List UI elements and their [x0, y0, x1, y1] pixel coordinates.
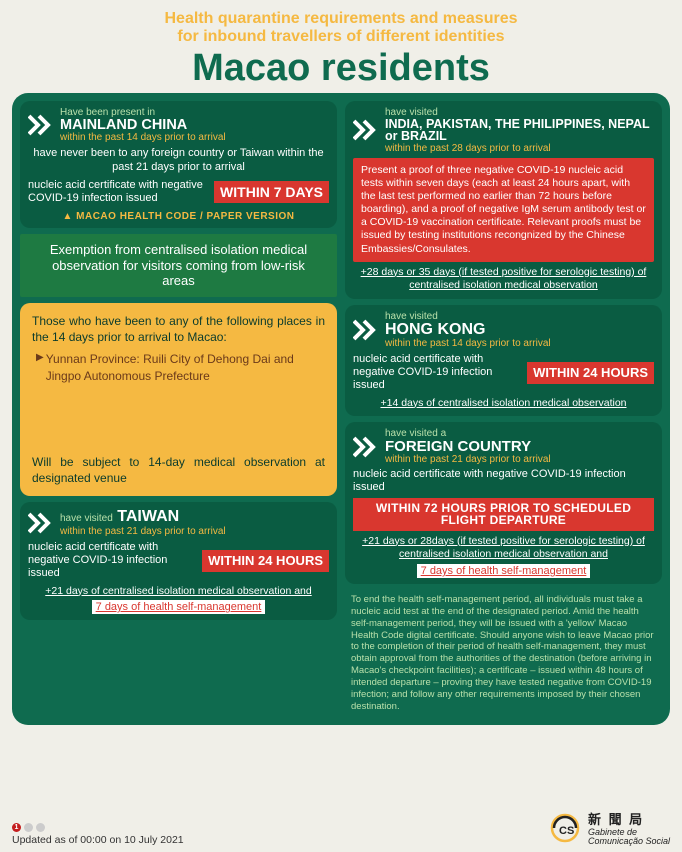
foreign-where: FOREIGN COUNTRY [385, 439, 551, 454]
yellow-risk-box: Those who have been to any of the follow… [20, 303, 337, 496]
taiwan-when: within the past 21 days prior to arrival [60, 526, 226, 537]
logo: CS 新 聞 局 Gabinete de Comunicação Social [548, 809, 670, 846]
hk-cert: nucleic acid certificate with negative C… [353, 353, 521, 393]
triangle-icon: ▶ [36, 351, 44, 383]
block-foreign: have visited a FOREIGN COUNTRY within th… [345, 422, 662, 584]
taiwan-badge: WITHIN 24 HOURS [202, 550, 329, 572]
block-taiwan: have visited TAIWAN within the past 21 d… [20, 502, 337, 620]
subtitle-line2: for inbound travellers of different iden… [177, 28, 504, 45]
india-red-para: Present a proof of three negative COVID-… [353, 158, 654, 262]
footer: 1 Updated as of 00:00 on 10 July 2021 CS… [12, 809, 670, 846]
chevron-icon [353, 119, 381, 141]
taiwan-u2: 7 days of health self-management [92, 600, 266, 614]
footer-left: 1 Updated as of 00:00 on 10 July 2021 [12, 823, 184, 846]
infographic-container: Health quarantine requirements and measu… [0, 0, 682, 852]
svg-text:CS: CS [559, 825, 574, 837]
block-mainland-china: Have been present in MAINLAND CHINA with… [20, 101, 337, 228]
taiwan-cert: nucleic acid certificate with negative C… [28, 541, 196, 581]
taiwan-u1: +21 days of centralised isolation medica… [28, 585, 329, 599]
chevron-icon [28, 512, 56, 534]
china-body: have never been to any foreign country o… [28, 147, 329, 175]
right-column: have visited INDIA, PAKISTAN, THE PHILIP… [345, 101, 662, 717]
main-panel: Have been present in MAINLAND CHINA with… [12, 93, 670, 725]
chevron-icon [353, 436, 381, 458]
foreign-badge: WITHIN 72 HOURS PRIOR TO SCHEDULED FLIGH… [353, 498, 654, 531]
page-dot-1: 1 [12, 823, 21, 832]
hk-u1: +14 days of centralised isolation medica… [353, 397, 654, 411]
china-badge: WITHIN 7 DAYS [214, 181, 329, 204]
block-hongkong: have visited HONG KONG within the past 1… [345, 305, 662, 416]
hk-where: HONG KONG [385, 322, 551, 338]
page-dot-2 [24, 823, 33, 832]
logo-text: 新 聞 局 Gabinete de Comunicação Social [588, 809, 670, 846]
yellow-place: ▶ Yunnan Province: Ruili City of Dehong … [36, 351, 325, 383]
subtitle-line1: Health quarantine requirements and measu… [165, 10, 518, 27]
chevron-icon [28, 114, 56, 136]
foreign-cert: nucleic acid certificate with negative C… [353, 468, 654, 494]
foreign-when: within the past 21 days prior to arrival [385, 454, 551, 465]
china-when: within the past 14 days prior to arrival [60, 132, 226, 143]
china-where: MAINLAND CHINA [60, 118, 226, 133]
block-india: have visited INDIA, PAKISTAN, THE PHILIP… [345, 101, 662, 299]
updated-text: Updated as of 00:00 on 10 July 2021 [12, 834, 184, 846]
logo-cjk: 新 聞 局 [588, 809, 670, 828]
hk-badge: WITHIN 24 HOURS [527, 362, 654, 384]
hk-when: within the past 14 days prior to arrival [385, 338, 551, 349]
taiwan-pre: have visited [60, 513, 113, 524]
chevron-icon [353, 319, 381, 341]
gcs-logo-icon: CS [548, 811, 582, 845]
india-where: INDIA, PAKISTAN, THE PHILIPPINES, NEPAL … [385, 118, 654, 143]
india-when: within the past 28 days prior to arrival [385, 143, 654, 154]
exemption-box: Exemption from centralised isolation med… [20, 234, 337, 297]
china-healthcode: ▲ MACAO HEALTH CODE / PAPER VERSION [28, 211, 329, 222]
foreign-u1: +21 days or 28days (if tested positive f… [353, 535, 654, 562]
header-title: Macao residents [12, 49, 670, 87]
china-cert: nucleic acid certificate with negative C… [28, 179, 208, 205]
foreign-u2: 7 days of health self-management [417, 564, 591, 578]
page-dot-3 [36, 823, 45, 832]
self-management-note: To end the health self-management period… [345, 590, 662, 717]
page-dots: 1 [12, 823, 184, 832]
india-u1: +28 days or 35 days (if tested positive … [353, 266, 654, 293]
yellow-outcome: Will be subject to 14-day medical observ… [32, 454, 325, 486]
logo-pt2: Comunicação Social [588, 837, 670, 846]
header-subtitle: Health quarantine requirements and measu… [12, 10, 670, 47]
taiwan-where: TAIWAN [117, 508, 179, 525]
yellow-intro: Those who have been to any of the follow… [32, 313, 325, 345]
left-column: Have been present in MAINLAND CHINA with… [20, 101, 337, 717]
